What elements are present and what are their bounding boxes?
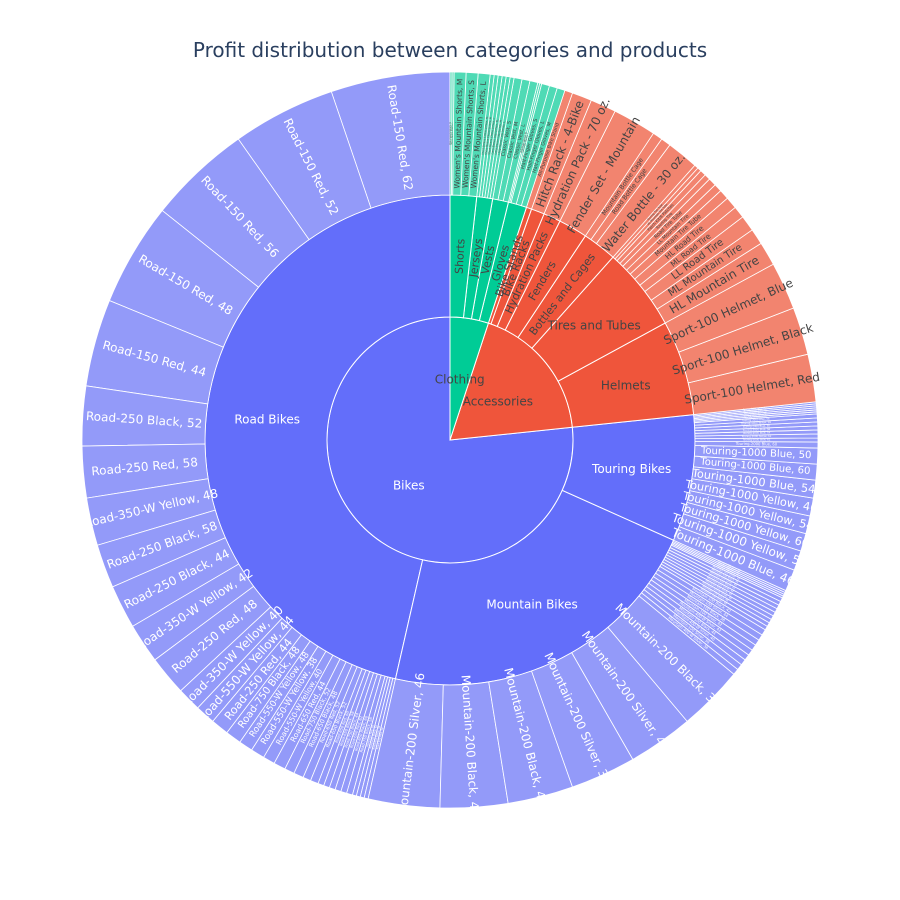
sunburst-label-shorts: Shorts xyxy=(453,238,468,274)
sunburst-label-touring-3000-yellow-62: Touring-3000 Yellow, 62 xyxy=(742,434,772,438)
sunburst-label-touring-3000-blue-58: Touring-3000 Blue, 58 xyxy=(742,427,770,432)
sunburst-label-touring-1000-blue-50: Touring-1000 Blue, 50 xyxy=(700,445,812,461)
sunburst-label-touring-bikes: Touring Bikes xyxy=(591,462,671,476)
sunburst-label-touring-3000-yellow-54: Touring-3000 Yellow, 54 xyxy=(744,413,769,418)
sunburst-label-vests: Vests xyxy=(479,244,498,276)
sunburst-label-road-650-red-48: Road-650 Red, 48 xyxy=(375,727,384,750)
sunburst-label-short-sleeve-classic-jersey-xl: Short-Sleeve Classic Jersey, XL xyxy=(480,115,488,155)
sunburst-label-accessories: Accessories xyxy=(463,394,533,408)
sunburst-label-men-s-sports-shorts-l: Men's Sports Shorts, L xyxy=(450,121,453,144)
sunburst-label-touring-3000-blue-62: Touring-3000 Blue, 62 xyxy=(743,438,771,442)
sunburst-label-long-sleeve-logo-jersey-l: Long-Sleeve Logo Jersey, L xyxy=(496,120,506,155)
sunburst-label-women-s-mountain-shorts-m: Women's Mountain Shorts, M xyxy=(452,79,464,189)
sunburst-label-bikes: Bikes xyxy=(393,479,425,493)
sunburst-label-touring-2000-blue-46: Touring-2000 Blue, 46 xyxy=(745,415,768,420)
sunburst-label-touring-3000-yellow-44: Touring-3000 Yellow, 44 xyxy=(743,406,768,411)
sunburst-label-men-s-sports-shorts-m: Men's Sports Shorts, M xyxy=(449,122,452,145)
sunburst-label-touring-3000-blue-54: Touring-3000 Blue, 54 xyxy=(742,416,770,422)
sunburst-label-touring-2000-blue-54: Touring-2000 Blue, 54 xyxy=(743,430,771,435)
sunburst-label-long-sleeve-logo-jersey-m: Long-Sleeve Logo Jersey, M xyxy=(493,120,502,155)
sunburst-label-tires-and-tubes: Tires and Tubes xyxy=(547,319,641,333)
sunburst-label-clothing: Clothing xyxy=(435,372,485,386)
sunburst-label-full-finger-gloves-l: Full-Finger Gloves, L xyxy=(521,132,529,153)
sunburst-label-jerseys: Jerseys xyxy=(467,237,486,279)
sunburst-label-short-sleeve-classic-jersey-l: Short-Sleeve Classic Jersey, L xyxy=(487,117,496,155)
sunburst-segment-men-s-sports-shorts-m[interactable] xyxy=(449,71,453,196)
sunburst-label-road-650-black-62: Road-650 Black, 62 xyxy=(368,724,378,749)
sunburst-label-helmets: Helmets xyxy=(601,378,651,392)
sunburst-label-full-finger-gloves-m: Full-Finger Gloves, M xyxy=(519,132,527,153)
sunburst-label-road-bikes: Road Bikes xyxy=(234,412,300,426)
chart-title: Profit distribution between categories a… xyxy=(192,38,708,62)
sunburst-label-touring-3000-blue-50: Touring-3000 Blue, 50 xyxy=(744,411,767,416)
sunburst-label-long-sleeve-logo-jersey-xl: Long-Sleeve Logo Jersey, XL xyxy=(490,118,499,154)
sunburst-label-road-650-black-44: Road-650 Black, 44 xyxy=(372,725,382,750)
sunburst-label-touring-2000-blue-50: Touring-2000 Blue, 50 xyxy=(742,423,770,428)
sunburst-label-touring-3000-yellow-58: Touring-3000 Yellow, 58 xyxy=(741,420,771,426)
sunburst-label-touring-3000-yellow-50: Touring-3000 Yellow, 50 xyxy=(743,409,768,414)
sunburst-label-road-650-red-58: Road-650 Red, 58 xyxy=(365,724,375,747)
sunburst-label-short-sleeve-classic-jersey-m: Short-Sleeve Classic Jersey, M xyxy=(484,117,493,155)
sunburst-label-touring-3000-blue-44: Touring-3000 Blue, 44 xyxy=(744,408,767,413)
sunburst-label-mountain-bikes: Mountain Bikes xyxy=(486,598,577,612)
sunburst-label-touring-2000-blue-60: Touring-2000 Blue, 60 xyxy=(735,442,778,447)
